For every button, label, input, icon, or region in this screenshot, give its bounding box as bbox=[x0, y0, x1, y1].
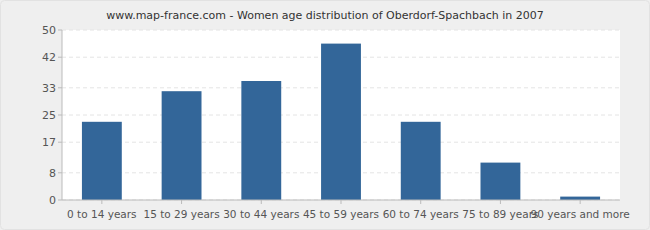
tick-mark bbox=[58, 200, 62, 201]
tick-label: 15 to 29 years bbox=[143, 208, 219, 220]
bar bbox=[481, 163, 521, 200]
tick-mark bbox=[58, 142, 62, 143]
bar bbox=[241, 81, 281, 200]
tick-label: 90 years and more bbox=[531, 208, 630, 220]
tick-label: 75 to 89 years bbox=[462, 208, 538, 220]
tick-label: 17 bbox=[42, 136, 56, 149]
tick-mark bbox=[58, 115, 62, 116]
tick-mark bbox=[58, 57, 62, 58]
tick-label: 30 to 44 years bbox=[223, 208, 299, 220]
tick-mark bbox=[341, 200, 342, 204]
tick-label: 8 bbox=[49, 167, 56, 180]
bar bbox=[82, 122, 122, 200]
title: www.map-france.com - Women age distribut… bbox=[106, 9, 544, 22]
tick-label: 25 bbox=[42, 109, 56, 122]
bar bbox=[162, 91, 202, 200]
tick-label: 50 bbox=[42, 24, 56, 37]
tick-mark bbox=[500, 200, 501, 204]
tick-label: 42 bbox=[42, 51, 56, 64]
tick-mark bbox=[420, 200, 421, 204]
grid-line bbox=[62, 30, 620, 31]
y-axis bbox=[62, 30, 63, 200]
chart: www.map-france.com - Women age distribut… bbox=[0, 0, 650, 230]
tick-mark bbox=[101, 200, 102, 204]
tick-mark bbox=[58, 30, 62, 31]
bar bbox=[560, 197, 600, 200]
tick-label: 0 bbox=[49, 194, 56, 207]
tick-mark bbox=[580, 200, 581, 204]
tick-mark bbox=[58, 172, 62, 173]
bar bbox=[321, 44, 361, 200]
tick-label: 33 bbox=[42, 82, 56, 95]
tick-mark bbox=[58, 87, 62, 88]
bar bbox=[401, 122, 441, 200]
background bbox=[1, 1, 650, 230]
tick-mark bbox=[181, 200, 182, 204]
tick-mark bbox=[261, 200, 262, 204]
tick-label: 60 to 74 years bbox=[383, 208, 459, 220]
tick-label: 0 to 14 years bbox=[67, 208, 137, 220]
bars bbox=[82, 44, 600, 200]
tick-label: 45 to 59 years bbox=[303, 208, 379, 220]
plot-area bbox=[62, 30, 620, 200]
